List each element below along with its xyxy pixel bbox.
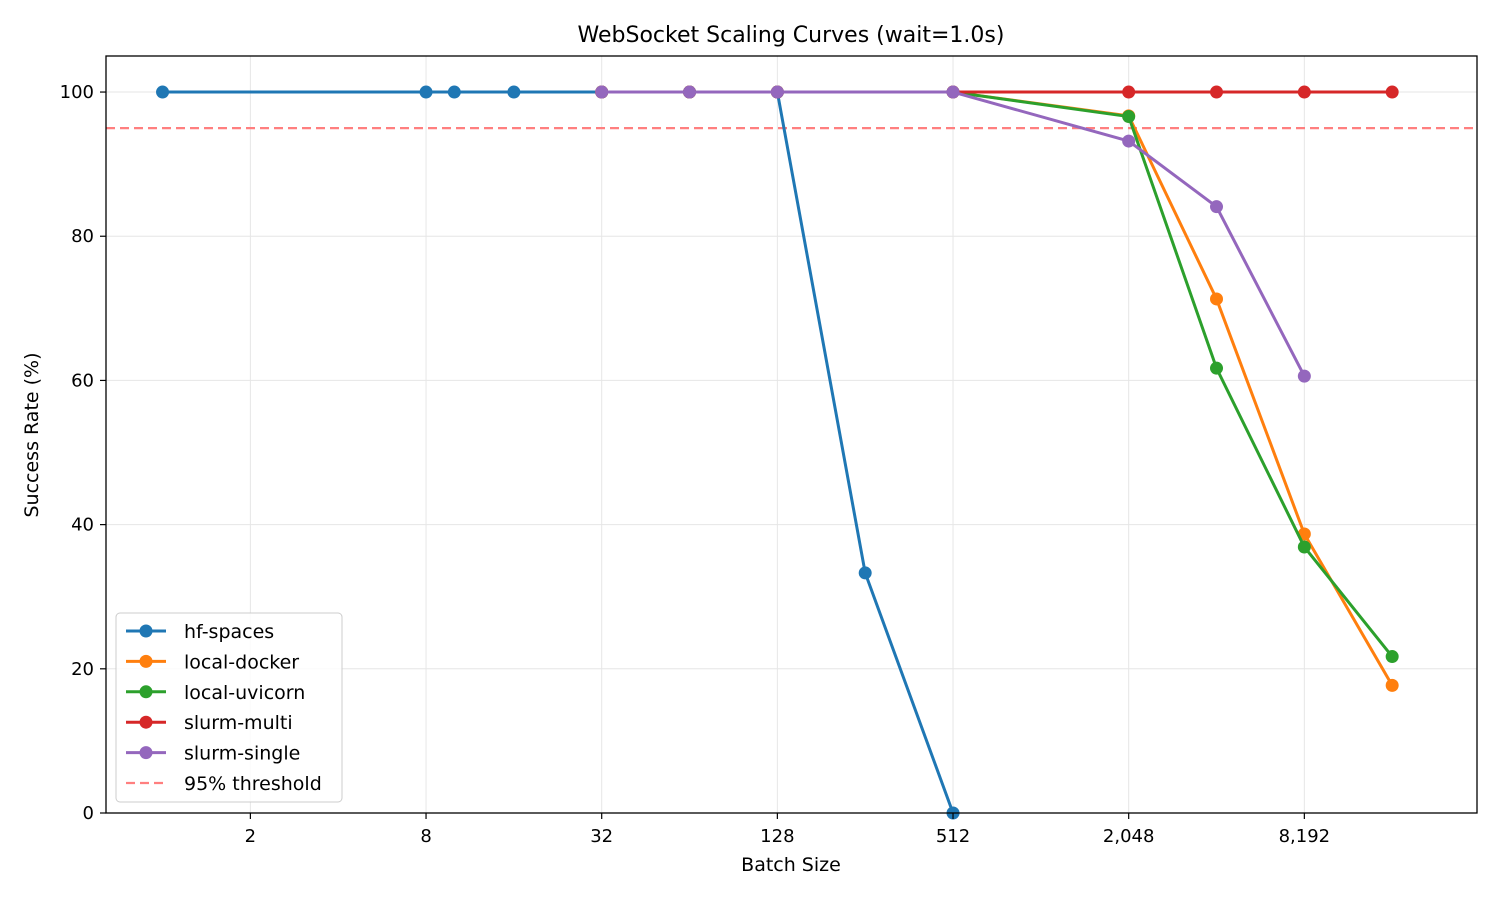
y-axis-label: Success Rate (%) <box>21 352 43 517</box>
y-tick-label: 40 <box>71 515 94 536</box>
x-tick-label: 32 <box>590 826 613 847</box>
data-point <box>507 85 521 99</box>
data-point <box>858 566 872 580</box>
legend-label: 95% threshold <box>184 773 322 795</box>
data-point <box>770 85 784 99</box>
legend-item-hf-spaces: hf-spaces <box>126 621 274 643</box>
data-point <box>1297 369 1311 383</box>
legend-item-slurm-single: slurm-single <box>126 743 300 765</box>
data-point <box>1297 85 1311 99</box>
chart-title: WebSocket Scaling Curves (wait=1.0s) <box>578 23 1005 48</box>
data-point <box>156 85 170 99</box>
y-tick-label: 100 <box>60 82 94 103</box>
data-point <box>683 85 697 99</box>
y-tick-label: 80 <box>71 226 94 247</box>
legend-marker <box>139 654 153 668</box>
y-tick-label: 20 <box>71 659 94 680</box>
legend-box <box>115 612 343 803</box>
plot-frame <box>105 55 1478 814</box>
legend-label: hf-spaces <box>184 621 274 643</box>
data-point <box>1210 292 1224 306</box>
x-axis-ticks: 2 8 32 128 512 2,048 8,192 <box>245 813 1330 847</box>
x-tick-label: 8,192 <box>1279 826 1331 847</box>
data-point <box>1210 361 1224 375</box>
x-tick-label: 8 <box>420 826 431 847</box>
data-point <box>1385 678 1399 692</box>
legend-item-local-uvicorn: local-uvicorn <box>126 682 305 704</box>
legend-item-local-docker: local-docker <box>126 651 299 673</box>
y-tick-label: 0 <box>83 803 94 824</box>
legend-marker <box>139 715 153 729</box>
x-axis-label: Batch Size <box>741 854 841 876</box>
data-point <box>1210 200 1224 214</box>
series-layer <box>156 85 1399 820</box>
data-point <box>419 85 433 99</box>
data-point <box>1122 85 1136 99</box>
y-tick-label: 60 <box>71 370 94 391</box>
legend-marker <box>139 746 153 760</box>
data-point <box>1297 540 1311 554</box>
x-tick-label: 512 <box>936 826 970 847</box>
legend-marker <box>139 685 153 699</box>
legend: hf-spaces local-docker local-uvicorn slurm-… <box>115 612 343 803</box>
legend-label: local-uvicorn <box>184 682 305 704</box>
legend-item-slurm-multi: slurm-multi <box>126 712 293 734</box>
legend-label: slurm-multi <box>184 712 293 734</box>
series-slurm-single <box>595 85 1311 383</box>
legend-item-95-threshold: 95% threshold <box>126 773 322 795</box>
legend-label: local-docker <box>184 651 299 673</box>
x-tick-label: 128 <box>760 826 794 847</box>
x-tick-label: 2 <box>245 826 256 847</box>
data-point <box>1122 110 1136 124</box>
legend-marker <box>139 624 153 638</box>
data-point <box>595 85 609 99</box>
data-point <box>1385 85 1399 99</box>
legend-label: slurm-single <box>184 743 300 765</box>
y-axis-ticks: 0 20 40 60 80 100 <box>60 82 106 824</box>
data-point <box>1122 134 1136 148</box>
data-point <box>946 85 960 99</box>
data-point <box>447 85 461 99</box>
x-tick-label: 2,048 <box>1103 826 1155 847</box>
data-point <box>1210 85 1224 99</box>
data-point <box>1385 650 1399 664</box>
